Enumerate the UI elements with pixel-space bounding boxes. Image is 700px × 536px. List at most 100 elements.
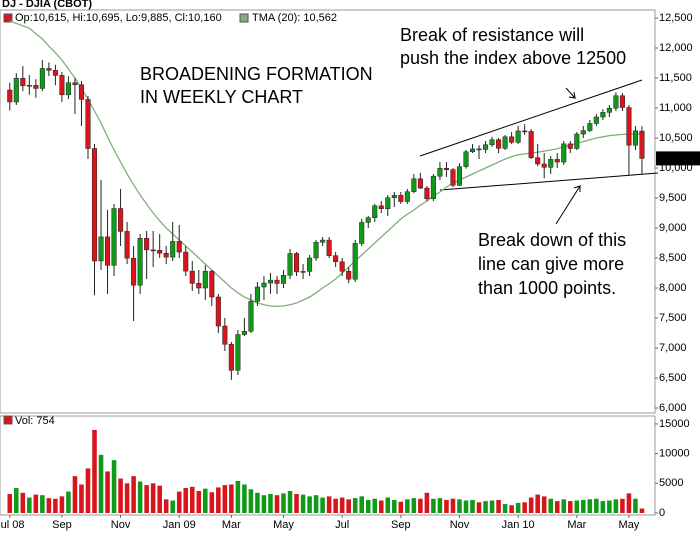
volume-bar — [326, 496, 332, 513]
volume-bar — [59, 496, 65, 513]
annotation: BROADENING FORMATION — [140, 64, 373, 84]
x-tick-label: Sep — [52, 519, 72, 531]
candle-body — [52, 70, 58, 76]
candle-body — [26, 85, 32, 87]
candle-body — [346, 270, 352, 280]
candle-body — [443, 168, 449, 170]
volume-bar — [7, 494, 13, 513]
volume-bar — [594, 498, 599, 513]
candle-body — [339, 261, 345, 272]
volume-bar — [196, 491, 202, 513]
volume-bar — [587, 499, 593, 513]
annotation: IN WEEKLY CHART — [140, 87, 303, 107]
volume-bar — [489, 500, 495, 513]
candle-body — [72, 82, 78, 85]
volume-bar — [33, 494, 39, 513]
price-panel — [0, 9, 656, 414]
candle-body — [287, 253, 293, 276]
candle-body — [567, 143, 573, 149]
candle-body — [626, 107, 632, 146]
candle-body — [385, 197, 391, 209]
volume-bar — [229, 484, 234, 513]
volume-bar — [515, 502, 521, 513]
x-tick-label: Nov — [111, 519, 131, 531]
x-tick-label: Mar — [222, 519, 241, 531]
volume-bar — [385, 497, 391, 513]
volume-bar — [607, 500, 612, 513]
volume-bar — [613, 499, 619, 513]
volume-bar — [255, 492, 260, 513]
volume-tick-label: 0 — [659, 507, 665, 519]
volume-bar — [98, 454, 104, 513]
volume-bar — [522, 502, 527, 513]
volume-bar — [450, 498, 456, 513]
candle-body — [222, 325, 228, 345]
y-tick-label: 9,500 — [659, 192, 687, 204]
volume-bar — [72, 476, 78, 513]
volume-bar — [170, 500, 175, 513]
volume-bar — [626, 493, 632, 513]
candle-body — [391, 195, 397, 198]
candle-body — [333, 255, 339, 262]
x-tick-label: Nov — [450, 519, 470, 531]
candle-body — [554, 159, 560, 163]
volume-bar — [320, 497, 325, 513]
volume-bar — [137, 481, 143, 513]
volume-bar — [378, 500, 384, 513]
candle-body — [307, 257, 313, 272]
candle-body — [528, 131, 534, 158]
volume-bar — [242, 484, 247, 513]
candle-body — [137, 238, 143, 286]
y-tick-label: 9,000 — [659, 222, 687, 234]
volume-tick-label: 15000 — [659, 418, 690, 430]
volume-bar — [105, 471, 110, 513]
candle-body — [561, 143, 567, 163]
candle-body — [372, 205, 378, 218]
x-tick-label: Jan 10 — [502, 519, 535, 531]
candle-body — [144, 238, 150, 251]
x-tick-label: May — [619, 519, 640, 531]
x-tick-label: Jul 08 — [0, 519, 24, 531]
candle-body — [202, 270, 208, 289]
y-tick-label: 8,000 — [659, 282, 687, 294]
volume-bar — [144, 485, 149, 513]
volume-bar — [431, 498, 436, 513]
tma-legend: TMA (20): 10,562 — [252, 12, 337, 24]
candle-body — [85, 99, 91, 149]
volume-bar — [268, 494, 273, 513]
volume-bar — [411, 498, 417, 513]
volume-bar — [294, 494, 299, 513]
volume-bar — [66, 491, 71, 513]
candle-body — [469, 148, 476, 153]
volume-bar — [111, 460, 117, 513]
volume-bar — [398, 501, 404, 513]
candle-body — [78, 84, 84, 100]
volume-bar — [509, 505, 514, 513]
x-tick-label: Jan 09 — [163, 519, 196, 531]
candle-body — [541, 163, 547, 168]
volume-bar — [567, 501, 573, 513]
chart-title: DJ - DJIA (CBOT) — [2, 0, 92, 10]
volume-bar — [359, 496, 364, 513]
candle-body — [91, 148, 98, 262]
candle-body — [248, 301, 254, 332]
candle-body — [176, 241, 182, 253]
candle-body — [483, 144, 489, 150]
x-tick-label: Jul — [335, 519, 349, 531]
candle-body — [489, 139, 495, 145]
volume-bar — [124, 483, 130, 513]
candle-body — [98, 236, 104, 262]
last-price-box — [656, 151, 700, 166]
candle-body — [437, 168, 443, 177]
y-tick-label: 12,500 — [659, 12, 693, 24]
volume-bar — [20, 492, 26, 513]
volume-bar — [131, 476, 136, 513]
candle-body — [111, 208, 117, 266]
candle-body — [65, 82, 71, 96]
volume-bar — [46, 498, 52, 513]
support-line — [439, 172, 659, 191]
volume-bar — [600, 501, 606, 513]
annotation: Break of resistance will — [400, 25, 584, 45]
volume-bar — [574, 500, 580, 513]
